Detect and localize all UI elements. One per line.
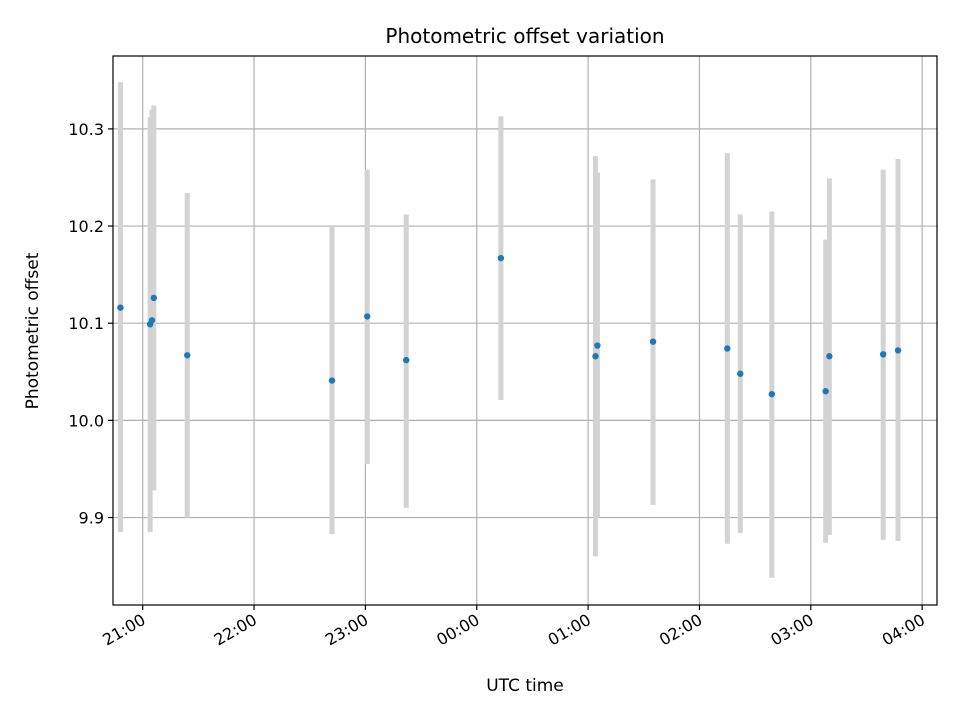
- data-point: [497, 254, 505, 262]
- data-point: [822, 388, 829, 395]
- data-point: [117, 304, 124, 311]
- data-point: [879, 351, 887, 358]
- data-point: [364, 313, 371, 320]
- data-point: [768, 390, 776, 398]
- data-point: [826, 353, 833, 360]
- data-point: [328, 377, 336, 384]
- data-point: [592, 353, 599, 360]
- y-tick-label: 9.9: [79, 509, 104, 528]
- data-point: [403, 356, 410, 364]
- y-axis: 9.9 10.0 10.1 10.2 10.3: [68, 120, 113, 528]
- y-tick-label: 10.2: [68, 217, 104, 236]
- chart-title: Photometric offset variation: [385, 24, 664, 48]
- data-point: [649, 338, 657, 345]
- data-point: [724, 345, 731, 352]
- data-point: [737, 370, 744, 377]
- y-tick-label: 10.3: [68, 120, 104, 139]
- data-point: [184, 352, 191, 359]
- data-point: [594, 342, 601, 349]
- y-axis-label: Photometric offset: [23, 252, 43, 409]
- plot-frame: [112, 55, 938, 606]
- data-points: [117, 254, 902, 398]
- data-point: [894, 347, 902, 354]
- data-point: [148, 317, 156, 324]
- y-tick-label: 10.1: [68, 314, 104, 333]
- y-tick-label: 10.0: [68, 411, 104, 430]
- data-point: [150, 294, 158, 302]
- x-axis-label: UTC time: [486, 676, 564, 696]
- grid: [113, 56, 937, 605]
